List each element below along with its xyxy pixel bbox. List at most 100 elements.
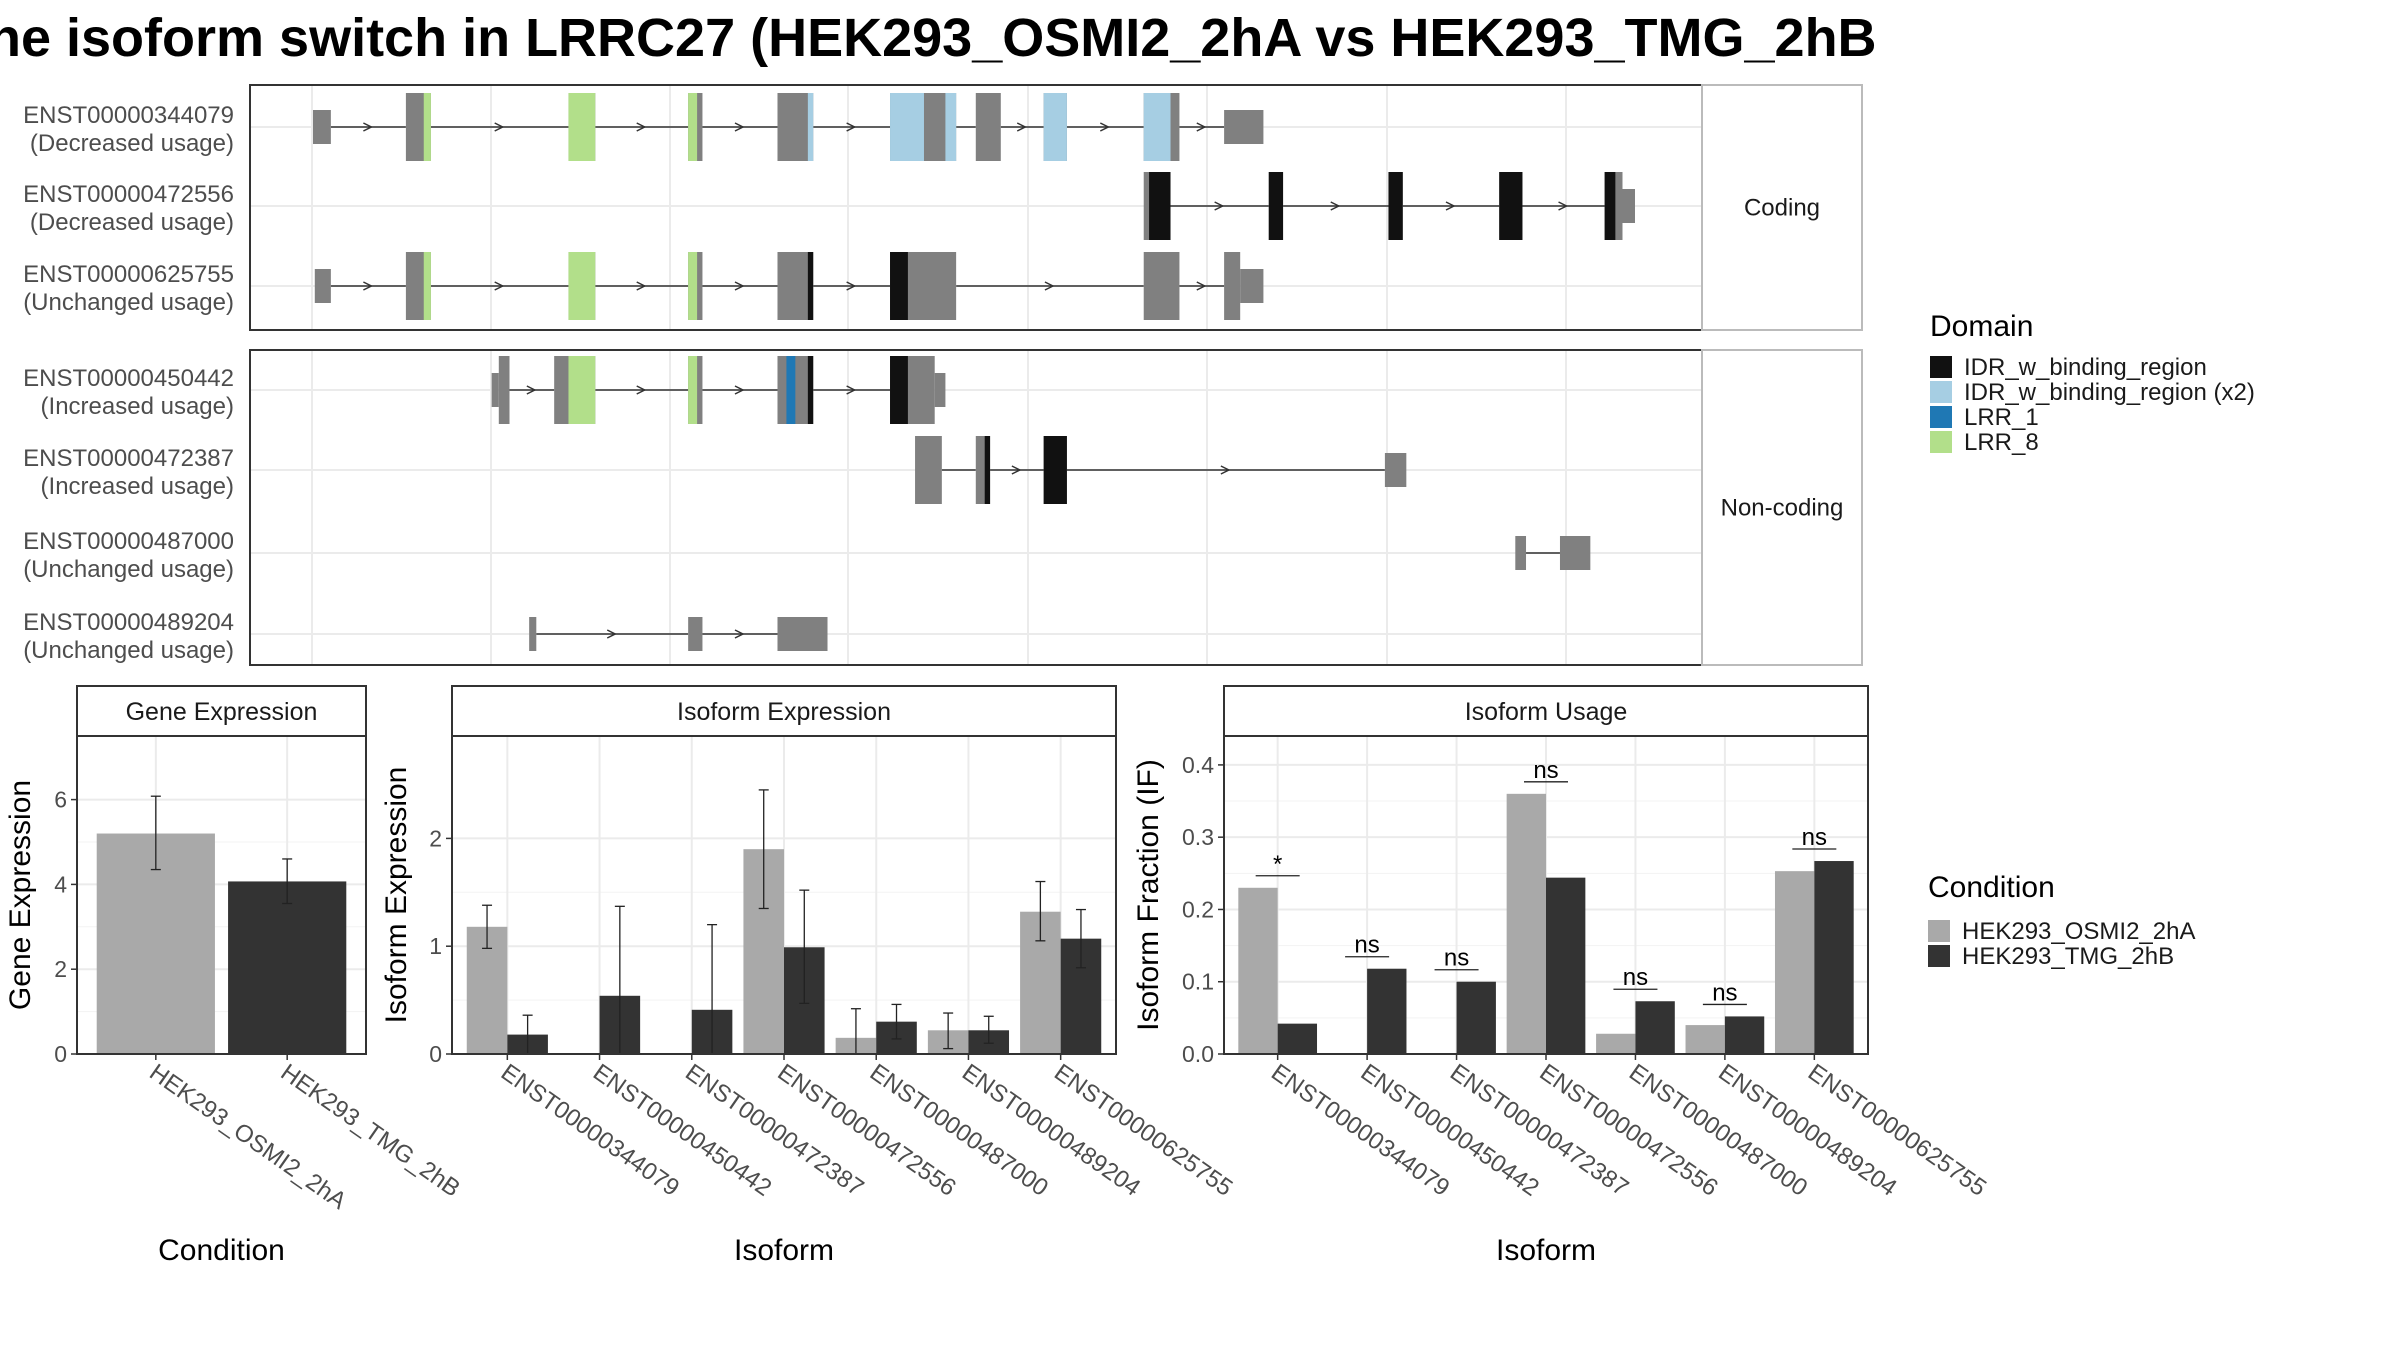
y-axis-label: Isoform Fraction (IF) bbox=[1132, 759, 1165, 1031]
y-tick-label: 2 bbox=[429, 825, 442, 851]
legend-swatch bbox=[1928, 945, 1950, 967]
exon bbox=[688, 617, 703, 651]
bar bbox=[1546, 877, 1586, 1054]
chart-title: Isoform Usage bbox=[1465, 698, 1628, 726]
exon bbox=[1384, 453, 1407, 487]
bar bbox=[1814, 861, 1854, 1054]
intron-arrow bbox=[846, 281, 857, 291]
significance-label: * bbox=[1273, 851, 1282, 878]
domain-idr-w-binding-region bbox=[890, 356, 908, 424]
y-tick-label: 0.4 bbox=[1182, 752, 1214, 778]
domain-legend-title: Domain bbox=[1930, 310, 2033, 343]
legend-label: IDR_w_binding_region (x2) bbox=[1964, 379, 2255, 406]
legend-swatch bbox=[1930, 356, 1952, 378]
legend-label: HEK293_OSMI2_2hA bbox=[1962, 918, 2195, 945]
exon bbox=[314, 269, 331, 303]
significance-label: ns bbox=[1712, 979, 1737, 1006]
transcript-usage: (Increased usage) bbox=[41, 473, 234, 500]
exon bbox=[777, 252, 814, 320]
chart-title: Isoform Expression bbox=[677, 698, 891, 726]
intron-arrow bbox=[1445, 201, 1456, 211]
y-axis-label: Isoform Expression bbox=[380, 767, 413, 1024]
y-axis-label: Gene Expression bbox=[4, 780, 37, 1010]
exon bbox=[1224, 110, 1264, 144]
y-tick-label: 4 bbox=[54, 871, 67, 897]
bar bbox=[96, 833, 215, 1054]
domain-lrr-8 bbox=[568, 356, 596, 424]
domain-idr-w-binding-region bbox=[1388, 172, 1403, 240]
exon bbox=[934, 373, 946, 407]
exon bbox=[777, 617, 828, 651]
transcript-name: ENST00000344079 bbox=[23, 102, 234, 129]
legend-label: HEK293_TMG_2hB bbox=[1962, 943, 2174, 970]
intron-arrow bbox=[1214, 201, 1225, 211]
domain-idr-w-binding-region-x2- bbox=[1043, 93, 1067, 161]
facet-label: Coding bbox=[1744, 195, 1820, 222]
transcript-name: ENST00000450442 bbox=[23, 365, 234, 392]
chart-strip bbox=[451, 685, 1117, 737]
transcript-usage: (Unchanged usage) bbox=[23, 637, 234, 664]
exon bbox=[975, 93, 1001, 161]
transcript-name: ENST00000489204 bbox=[23, 609, 234, 636]
bar bbox=[1685, 1025, 1725, 1054]
domain-idr-w-binding-region-x2- bbox=[1143, 93, 1171, 161]
intron-arrow bbox=[734, 281, 745, 291]
transcript-name: ENST00000625755 bbox=[23, 261, 234, 288]
x-axis-label: Isoform bbox=[1496, 1234, 1596, 1267]
bar bbox=[1367, 968, 1407, 1054]
structure-panel-bg bbox=[250, 350, 1702, 665]
gene-expression-chart: Gene Expression0246HEK293_OSMI2_2hAHEK29… bbox=[4, 685, 465, 1267]
intron-arrow bbox=[734, 122, 745, 132]
transcript-usage: (Decreased usage) bbox=[30, 130, 234, 157]
intron-arrow bbox=[1196, 281, 1207, 291]
y-tick-label: 0 bbox=[54, 1041, 67, 1067]
y-tick-label: 0 bbox=[429, 1041, 442, 1067]
condition-legend-title: Condition bbox=[1928, 871, 2055, 904]
domain-lrr-8 bbox=[688, 356, 698, 424]
y-tick-label: 0.2 bbox=[1182, 896, 1214, 922]
x-axis-label: Condition bbox=[158, 1234, 285, 1267]
exon bbox=[1240, 269, 1264, 303]
y-tick-label: 1 bbox=[429, 933, 442, 959]
intron-arrow bbox=[363, 281, 374, 291]
domain-idr-w-binding-region bbox=[1499, 172, 1523, 240]
significance-label: ns bbox=[1623, 964, 1648, 991]
intron-arrow bbox=[846, 122, 857, 132]
exon bbox=[915, 436, 942, 504]
transcript-usage: (Decreased usage) bbox=[30, 209, 234, 236]
transcript-usage: (Unchanged usage) bbox=[23, 556, 234, 583]
y-tick-label: 6 bbox=[54, 787, 67, 813]
exon bbox=[1622, 189, 1635, 223]
significance-label: ns bbox=[1533, 757, 1558, 784]
intron-arrow bbox=[1044, 281, 1055, 291]
legend-swatch bbox=[1930, 431, 1952, 453]
chart-title: Gene Expression bbox=[126, 698, 318, 726]
y-tick-label: 0.1 bbox=[1182, 969, 1214, 995]
exon bbox=[1224, 252, 1241, 320]
facet-strip bbox=[1701, 84, 1863, 331]
legend-swatch bbox=[1930, 381, 1952, 403]
domain-lrr-8 bbox=[423, 93, 431, 161]
intron-arrow bbox=[734, 385, 745, 395]
domain-idr-w-binding-region bbox=[1604, 172, 1616, 240]
transcript-name: ENST00000472387 bbox=[23, 445, 234, 472]
exon bbox=[1559, 536, 1591, 570]
intron-arrow bbox=[846, 385, 857, 395]
domain-lrr-8 bbox=[423, 252, 431, 320]
bar bbox=[1238, 887, 1278, 1054]
chart-strip bbox=[1223, 685, 1869, 737]
x-axis-label: Isoform bbox=[734, 1234, 834, 1267]
exon bbox=[529, 617, 537, 651]
bar bbox=[1774, 871, 1815, 1054]
intron-arrow bbox=[636, 122, 647, 132]
exon bbox=[313, 110, 331, 144]
legend-swatch bbox=[1928, 920, 1950, 942]
domain-lrr-1 bbox=[786, 356, 796, 424]
bar bbox=[1635, 1001, 1675, 1054]
intron-arrow bbox=[363, 122, 374, 132]
transcript-usage: (Increased usage) bbox=[41, 393, 234, 420]
domain-idr-w-binding-region bbox=[890, 252, 908, 320]
bar bbox=[228, 881, 347, 1054]
exon bbox=[498, 356, 510, 424]
